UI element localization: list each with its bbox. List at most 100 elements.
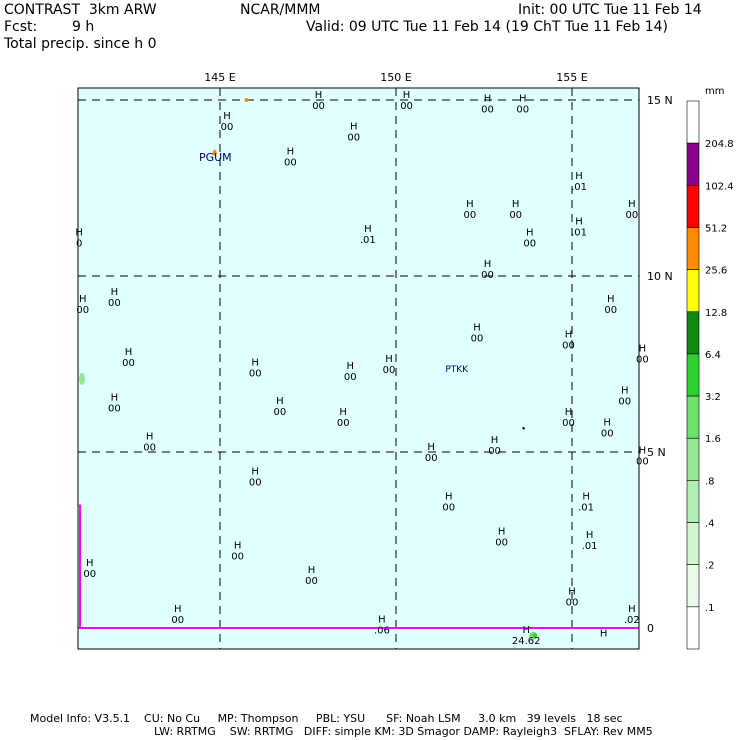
high-marker: H.01 [571, 171, 587, 193]
legend-swatch [686, 606, 700, 650]
longitude-labels: 145 E 150 E 155 E [204, 71, 587, 84]
latitude-labels: 15 N 10 N 5 N 0 [647, 94, 673, 635]
high-symbol: H [582, 491, 590, 502]
high-symbol: H [339, 407, 347, 418]
high-value: .01 [360, 235, 376, 246]
high-marker: H00 [495, 526, 508, 548]
high-symbol: H [565, 329, 573, 340]
high-symbol: H [519, 94, 527, 105]
legend-swatch [686, 564, 700, 608]
legend-swatch [686, 395, 700, 439]
high-marker: H00 [636, 343, 649, 365]
high-value: 00 [509, 210, 522, 221]
high-value: 00 [249, 478, 262, 489]
high-symbol: H [111, 287, 119, 298]
station-label: PGUM [199, 151, 232, 164]
high-marker: H [600, 629, 608, 640]
station-label: PTKK [445, 365, 469, 375]
high-marker: H.01 [360, 224, 376, 246]
high-marker: H00 [516, 94, 529, 116]
high-symbol: H [125, 347, 133, 358]
high-value: 00 [76, 305, 89, 316]
high-value: 00 [566, 597, 579, 608]
high-marker: H00 [108, 287, 121, 309]
legend-swatch [686, 522, 700, 565]
high-marker: H00 [337, 407, 350, 429]
high-value: 00 [425, 453, 438, 464]
high-value: 00 [516, 105, 529, 116]
high-value: 00 [249, 369, 262, 380]
high-marker: H00 [231, 541, 244, 563]
high-marker: H00 [171, 604, 184, 626]
legend-swatch [686, 480, 700, 523]
legend-swatch [686, 100, 700, 144]
high-marker: H00 [481, 259, 494, 281]
high-symbol: H [403, 90, 411, 101]
high-value: 00 [284, 157, 297, 168]
high-marker: H00 [108, 393, 121, 415]
legend-level: 51.2 [705, 223, 727, 234]
high-value: .01 [578, 502, 594, 513]
island-marker [212, 149, 217, 156]
high-value: 24.62 [512, 636, 541, 647]
high-value: 00 [562, 418, 575, 429]
high-symbol: H [565, 407, 573, 418]
high-marker: H00 [601, 417, 614, 439]
high-symbol: H [445, 491, 453, 502]
organization-label: NCAR/MMM [240, 2, 321, 18]
legend-level: 12.8 [705, 308, 727, 319]
high-value: 00 [305, 576, 318, 587]
high-marker: H00 [383, 354, 396, 376]
high-marker: H.01 [571, 217, 587, 239]
latitude-label: 15 N [647, 94, 673, 107]
station-markers: PGUM PTKK [199, 151, 469, 375]
high-marker: H00 [509, 199, 522, 221]
high-marker: H00 [76, 294, 89, 316]
high-value: .01 [582, 541, 598, 552]
high-marker: H00 [122, 347, 135, 369]
high-symbol: H [466, 199, 474, 210]
high-marker: H00 [249, 358, 262, 380]
high-value: 00 [636, 457, 649, 468]
high-marker: H00 [221, 111, 234, 133]
high-value: 00 [636, 354, 649, 365]
high-value: 00 [481, 270, 494, 281]
legend-level: .8 [705, 476, 715, 487]
high-symbol: H [378, 614, 386, 625]
legend-swatch [686, 185, 700, 228]
high-symbol: H [603, 417, 611, 428]
high-symbol: H [251, 358, 259, 369]
legend-level: 6.4 [705, 350, 721, 361]
high-marker: H00 [481, 94, 494, 116]
high-symbol: H [621, 386, 629, 397]
high-value: 00 [231, 552, 244, 563]
high-symbol: H [315, 90, 323, 101]
model-title: CONTRAST 3km ARW [4, 2, 157, 18]
high-value: 00 [625, 210, 638, 221]
high-symbol: H [287, 146, 295, 157]
high-value: .06 [374, 625, 390, 636]
high-value: 00 [495, 537, 508, 548]
legend-swatch [686, 353, 700, 397]
high-marker: H00 [566, 586, 579, 608]
high-value: 00 [122, 358, 135, 369]
high-symbol: H [75, 227, 83, 238]
high-marker: H00 [400, 90, 413, 112]
high-marker: H00 [471, 322, 484, 344]
high-symbol: H [484, 94, 492, 105]
legend-swatch [686, 269, 700, 313]
high-value: 00 [83, 569, 96, 580]
high-marker: H00 [312, 90, 325, 112]
legend-level: 25.6 [705, 266, 727, 277]
high-marker: H00 [425, 442, 438, 464]
latitude-label: 5 N [647, 446, 666, 459]
high-symbol: H [174, 604, 182, 615]
island-marker [522, 426, 526, 430]
lat-lon-grid [78, 88, 639, 649]
high-symbol: H [526, 227, 534, 238]
high-marker: H0 [75, 227, 83, 249]
high-value: 00 [312, 101, 325, 112]
high-symbol: H [628, 199, 636, 210]
high-marker: H00 [562, 329, 575, 351]
